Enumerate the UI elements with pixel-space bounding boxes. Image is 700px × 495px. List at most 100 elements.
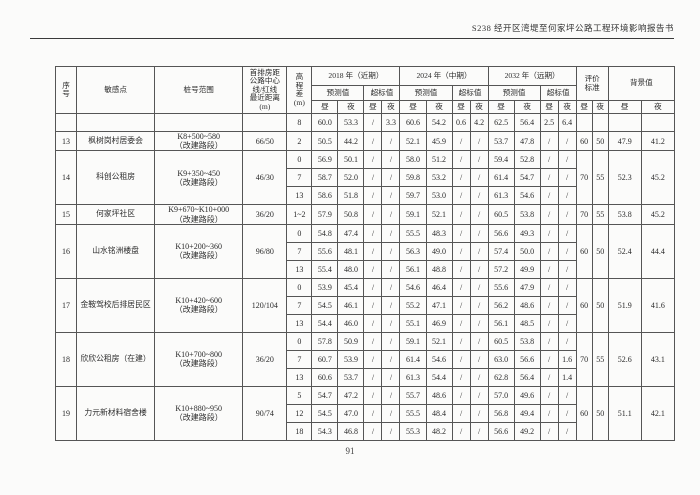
table-row: 7 60.7 53.9//61.4 54.6//63.0 56.6/1.6 [56, 349, 675, 369]
cell-value: 53.7 [487, 130, 515, 152]
cell-stake-range: K10+700~800 （改建路段） [154, 331, 244, 387]
cell-value: 61.4 [399, 349, 427, 369]
cell-stake-range: K8+500~580 （改建路段） [154, 130, 244, 152]
col-header-night: 夜 [513, 100, 541, 114]
cell-value: / [469, 421, 489, 441]
table-row: 8 60.0 53.3/3.3 60.6 54.2 0.6 4.2 62.5 56.4 2.5 6.… [54, 113, 676, 132]
cell-value: 6.4 [557, 113, 577, 132]
col-header-day: 昼 [451, 100, 471, 114]
cell-standard-day: 60 [575, 130, 593, 152]
cell-value: / [381, 403, 401, 423]
cell-value: / [469, 331, 489, 351]
cell-value: / [381, 241, 401, 261]
cell-value: 47.1 [425, 295, 453, 315]
cell-value: / [451, 204, 471, 225]
cell-distance: 120/104 [242, 277, 288, 333]
cell-value: / [557, 168, 577, 188]
cell-value: 61.3 [399, 367, 427, 387]
cell-sensitive-point: 科创公租房 [76, 150, 156, 206]
cell-value: / [363, 168, 383, 188]
cell-value: 48.0 [337, 259, 365, 279]
col-header-night: 夜 [469, 100, 489, 114]
cell-value: 50.9 [337, 331, 365, 351]
cell-elevation: 13 [286, 259, 313, 279]
cell-value: / [469, 403, 489, 423]
cell-value: 62.8 [487, 367, 515, 387]
cell-value: 49.4 [513, 403, 541, 423]
cell-seq: 18 [54, 331, 78, 387]
cell-value: 48.5 [513, 313, 541, 333]
cell-value: / [539, 421, 559, 441]
cell-value: 2.5 [539, 113, 559, 132]
cell-value: 55.5 [399, 403, 427, 423]
cell-value: / [451, 150, 471, 170]
cell-value: / [451, 313, 471, 333]
cell-value: 54.5 [311, 295, 339, 315]
cell-value: 56.4 [513, 113, 541, 132]
cell-value: 49.0 [425, 241, 453, 261]
col-header-background: 背景值 [607, 66, 676, 101]
col-header-eval-standard: 评价 标准 [575, 66, 609, 101]
cell-value: / [539, 223, 559, 243]
cell-background-day: 51.1 [607, 385, 642, 441]
cell-value: 54.6 [425, 349, 453, 369]
cell-sensitive-point: 欣欣公租房（在建） [76, 331, 156, 387]
cell-value: 58.6 [311, 186, 339, 206]
col-header-period: 2032 年（远期） [487, 66, 577, 86]
cell-stake-range: K9+670~K10+000 （改建路段） [154, 204, 244, 225]
col-header-night: 夜 [337, 100, 365, 114]
cell-value: 55.7 [399, 385, 427, 405]
cell-value: 60.5 [487, 331, 515, 351]
cell-value: / [469, 168, 489, 188]
cell-value: / [363, 113, 383, 132]
cell-seq: 19 [54, 385, 78, 441]
cell-elevation: 0 [286, 331, 313, 351]
cell-value: / [557, 130, 577, 152]
cell-seq [54, 113, 78, 132]
cell-value: / [539, 277, 559, 297]
cell-seq: 14 [54, 150, 78, 206]
cell-value: 56.1 [399, 259, 427, 279]
cell-value: / [539, 241, 559, 261]
cell-value: 49.9 [513, 259, 541, 279]
cell-value: 48.4 [425, 403, 453, 423]
cell-value: 50.8 [337, 204, 365, 225]
cell-value: / [381, 204, 401, 225]
cell-elevation: 7 [286, 168, 313, 188]
cell-value: / [363, 223, 383, 243]
col-header-period: 2024 年（中期） [399, 66, 489, 86]
cell-elevation: 7 [286, 349, 313, 369]
cell-standard-night: 50 [591, 385, 609, 441]
cell-value: 59.1 [399, 331, 427, 351]
col-header-predicted: 预测值 [487, 85, 541, 101]
cell-sensitive-point: 山水铭洲楼盘 [76, 223, 156, 279]
table-row: 19 力元新材料宿舍楼 K10+880~950 （改建路段） 90/74 5 54.7 47… [54, 385, 676, 441]
cell-background-day: 52.3 [607, 150, 642, 206]
cell-standard-night: 55 [591, 150, 609, 206]
cell-standard-day: 60 [575, 277, 593, 333]
cell-standard-day [575, 113, 593, 132]
cell-value: / [363, 385, 383, 405]
cell-background-day: 53.8 [607, 204, 642, 225]
cell-background-night: 41.6 [640, 277, 676, 333]
cell-standard-day: 70 [575, 331, 593, 387]
cell-value: 58.7 [311, 168, 339, 188]
cell-value: 58.0 [399, 150, 427, 170]
cell-value: 46.4 [425, 277, 453, 297]
cell-elevation: 1~2 [286, 204, 313, 225]
cell-value: / [539, 150, 559, 170]
col-header-seq: 序 号 [54, 66, 78, 114]
cell-standard-night: 50 [591, 223, 609, 279]
cell-background-night: 41.2 [640, 130, 676, 152]
cell-sensitive-point [76, 113, 156, 132]
cell-value: 59.4 [487, 150, 515, 170]
cell-value: / [469, 150, 489, 170]
cell-value: / [557, 259, 577, 279]
document-header-title: S238 经开区湾堤至何家坪公路工程环境影响报告书 [30, 22, 674, 39]
cell-background-day [607, 113, 642, 132]
cell-elevation: 13 [286, 313, 313, 333]
cell-value: 53.8 [513, 204, 541, 225]
cell-seq: 16 [54, 223, 78, 279]
cell-value: / [381, 259, 401, 279]
cell-value: / [381, 385, 401, 405]
